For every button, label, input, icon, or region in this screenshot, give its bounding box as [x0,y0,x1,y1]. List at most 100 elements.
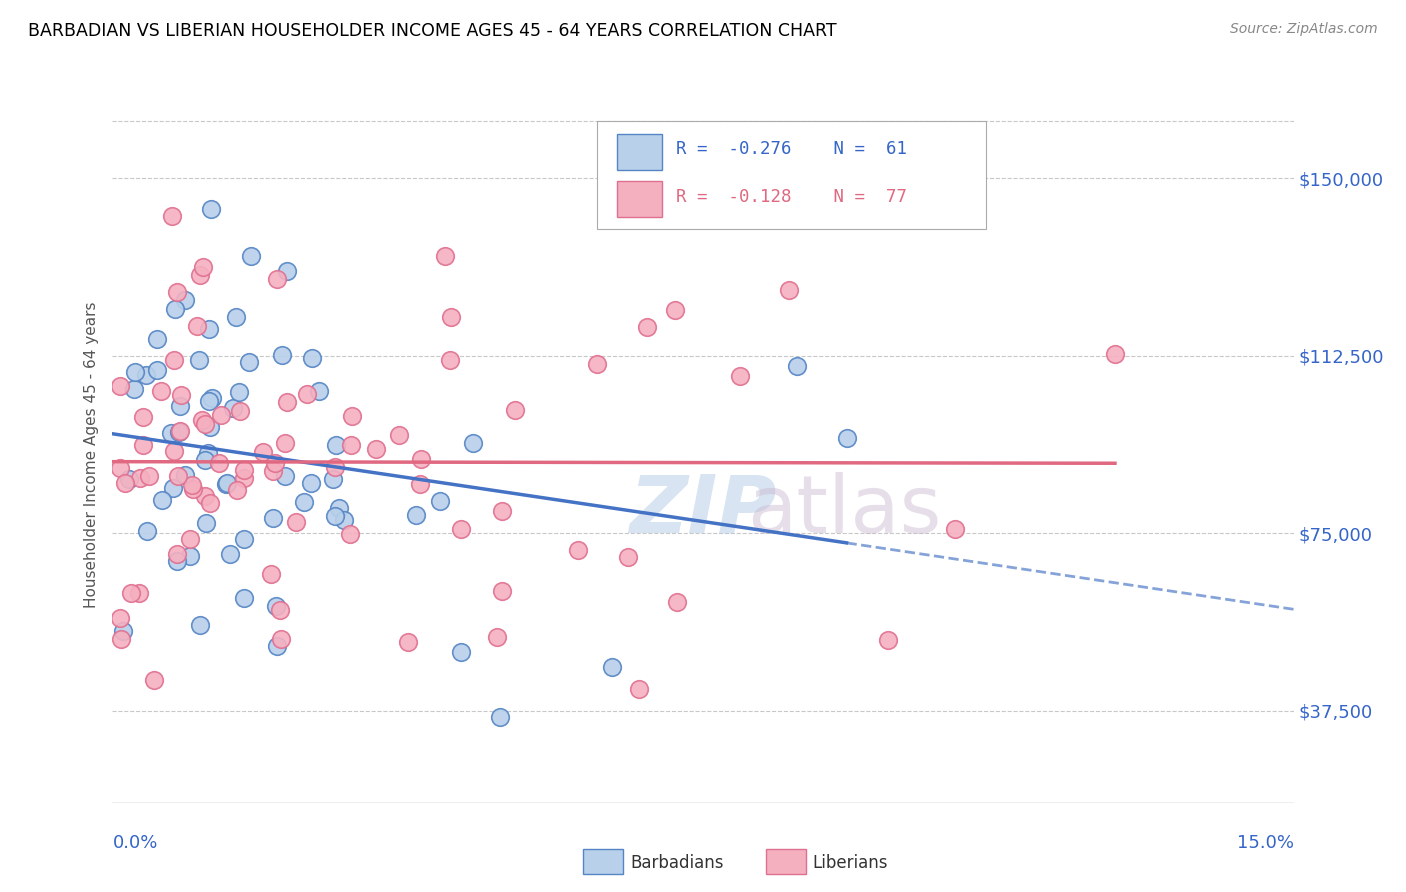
Point [485,630,508,644]
Point [463,436,485,450]
Point [276,263,298,277]
Point [110,379,132,393]
Point [636,320,658,334]
Point [197,445,219,459]
Point [160,209,183,223]
Point [728,368,751,383]
Text: Source: ZipAtlas.com: Source: ZipAtlas.com [1230,22,1378,37]
Point [943,522,966,536]
Point [215,476,238,491]
Point [194,489,217,503]
Point [835,431,858,445]
Point [180,478,202,492]
Text: R =  -0.276    N =  61: R = -0.276 N = 61 [676,140,907,159]
Point [197,322,219,336]
Point [181,483,204,497]
Point [146,332,169,346]
Point [567,543,589,558]
Point [229,404,252,418]
Point [600,660,623,674]
Point [167,468,190,483]
Point [143,673,166,687]
Point [186,318,208,333]
Point [166,285,188,300]
FancyBboxPatch shape [596,121,987,229]
Point [190,413,212,427]
Point [233,471,256,485]
Point [128,586,150,600]
Text: 15.0%: 15.0% [1236,834,1294,852]
Point [191,260,214,274]
Point [129,471,152,485]
Point [160,426,183,441]
Point [200,202,222,216]
Point [264,599,287,614]
Text: 0.0%: 0.0% [112,834,157,852]
Point [209,409,232,423]
Point [232,532,254,546]
Point [292,495,315,509]
Point [276,395,298,409]
Point [252,445,274,459]
Point [118,472,141,486]
Point [110,632,132,646]
Point [233,462,256,476]
Point [190,618,212,632]
Point [131,437,153,451]
Point [262,464,284,478]
Point [170,388,193,402]
Point [328,500,350,515]
Point [429,494,451,508]
Point [198,420,221,434]
Point [179,549,201,563]
Point [308,384,330,398]
Point [266,639,288,653]
Point [166,548,188,562]
Point [165,302,187,317]
Point [388,428,411,442]
Text: Liberians: Liberians [813,855,889,872]
Point [146,363,169,377]
Point [628,681,651,696]
Point [270,348,292,362]
Point [364,442,387,456]
Point [167,425,190,440]
Point [179,532,201,546]
Point [411,452,433,467]
Point [169,399,191,413]
Point [208,456,231,470]
Point [665,595,688,609]
Point [262,511,284,525]
Point [489,710,512,724]
FancyBboxPatch shape [617,134,662,169]
Point [138,468,160,483]
Point [491,504,513,518]
Point [322,472,344,486]
Point [301,351,323,365]
Point [270,632,292,646]
Point [135,368,157,383]
Y-axis label: Householder Income Ages 45 - 64 years: Householder Income Ages 45 - 64 years [84,301,100,608]
Point [396,635,419,649]
Point [194,516,217,530]
Point [219,547,242,561]
Point [264,456,287,470]
Point [201,391,224,405]
Text: R =  -0.128    N =  77: R = -0.128 N = 77 [676,188,907,206]
Point [340,438,363,452]
Point [325,437,347,451]
Point [323,508,346,523]
Point [198,496,221,510]
Point [439,353,461,368]
Point [266,272,288,286]
Point [299,476,322,491]
FancyBboxPatch shape [617,181,662,218]
Point [295,386,318,401]
Point [503,403,526,417]
Point [228,384,250,399]
Point [786,359,808,373]
Point [162,353,184,368]
Text: atlas: atlas [748,472,942,549]
Point [187,352,209,367]
Point [124,365,146,379]
